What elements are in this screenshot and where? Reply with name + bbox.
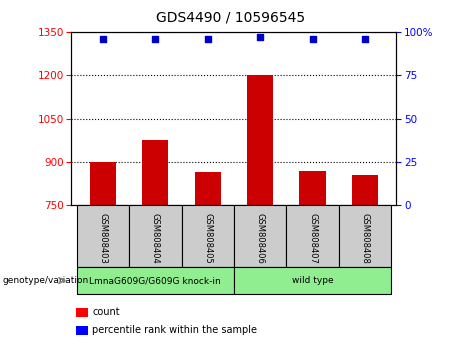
Bar [339, 205, 391, 267]
Point [309, 36, 316, 42]
Bar [247, 75, 273, 205]
Text: GSM808406: GSM808406 [256, 213, 265, 264]
Point [256, 34, 264, 40]
Text: GSM808408: GSM808408 [361, 213, 370, 264]
Bar [77, 205, 129, 267]
Bar [90, 162, 116, 205]
Bar [300, 171, 325, 205]
Bar [129, 205, 182, 267]
Text: GSM808407: GSM808407 [308, 213, 317, 264]
Point [361, 36, 369, 42]
Bar [195, 172, 221, 205]
Bar [76, 308, 88, 317]
Bar [77, 267, 234, 294]
Text: wild type: wild type [292, 276, 333, 285]
Text: genotype/variation: genotype/variation [2, 276, 89, 285]
Bar [286, 205, 339, 267]
Point [152, 36, 159, 42]
Text: GSM808405: GSM808405 [203, 213, 212, 263]
Text: GDS4490 / 10596545: GDS4490 / 10596545 [156, 11, 305, 25]
Text: GSM808403: GSM808403 [98, 213, 107, 264]
Bar [182, 205, 234, 267]
Bar [352, 175, 378, 205]
Text: percentile rank within the sample: percentile rank within the sample [92, 325, 257, 335]
Text: GSM808404: GSM808404 [151, 213, 160, 263]
Bar [234, 205, 286, 267]
Bar [234, 267, 391, 294]
Text: count: count [92, 307, 120, 318]
Text: LmnaG609G/G609G knock-in: LmnaG609G/G609G knock-in [89, 276, 221, 285]
Point [99, 36, 106, 42]
Bar [142, 140, 168, 205]
Bar [76, 326, 88, 335]
Point [204, 36, 212, 42]
